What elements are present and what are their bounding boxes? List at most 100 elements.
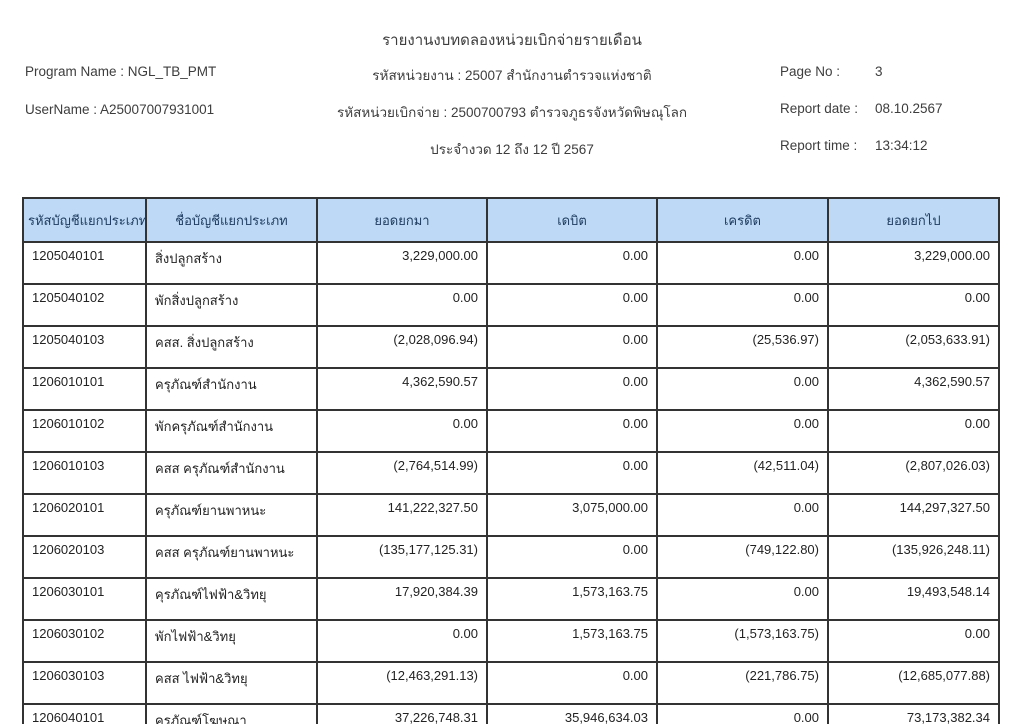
amount-cell: (135,926,248.11) (827, 535, 1000, 579)
account-code-cell: 1206030103 (22, 661, 147, 705)
report-date-value: 08.10.2567 (875, 101, 943, 116)
amount-cell: (2,053,633.91) (827, 325, 1000, 369)
amount-cell: 0.00 (656, 703, 829, 724)
amount-cell: 0.00 (486, 283, 658, 327)
account-name-cell: พักครุภัณฑ์สำนักงาน (145, 409, 318, 453)
meta-center-block: รหัสหน่วยงาน : 25007 สำนักงานตำรวจแห่งชา… (0, 64, 1024, 175)
amount-cell: (1,573,163.75) (656, 619, 829, 663)
amount-cell: 0.00 (656, 577, 829, 621)
trial-balance-table: รหัสบัญชีแยกประเภท ชื่อบัญชีแยกประเภท ยอ… (22, 197, 1000, 724)
table-row: 1205040101 สิ่งปลูกสร้าง 3,229,000.00 0.00 0… (22, 241, 1000, 285)
disbursing-unit-value: 2500700793 ตำรวจภูธรจังหวัดพิษณุโลก (450, 105, 688, 120)
table-body: 1205040101 สิ่งปลูกสร้าง 3,229,000.00 0.00 0… (22, 241, 1000, 724)
amount-cell: 37,226,748.31 (316, 703, 488, 724)
amount-cell: 0.00 (486, 367, 658, 411)
meta-left-block: Program Name : NGL_TB_PMT UserName : A25… (25, 64, 216, 140)
amount-cell: (42,511.04) (656, 451, 829, 495)
amount-cell: 0.00 (316, 619, 488, 663)
account-name-cell: พักสิ่งปลูกสร้าง (145, 283, 318, 327)
account-name-cell: ครุภัณฑ์สำนักงาน (145, 367, 318, 411)
col-header-account-name: ชื่อบัญชีแยกประเภท (145, 197, 318, 243)
amount-cell: 0.00 (656, 409, 829, 453)
table-row: 1206040101 ครุภัณฑ์โฆษณา 37,226,748.31 35,9… (22, 703, 1000, 724)
account-code-cell: 1206010103 (22, 451, 147, 495)
account-name-cell: ครุภัณฑ์ยานพาหนะ (145, 493, 318, 537)
amount-cell: 19,493,548.14 (827, 577, 1000, 621)
amount-cell: 1,573,163.75 (486, 577, 658, 621)
account-code-cell: 1205040103 (22, 325, 147, 369)
amount-cell: (12,463,291.13) (316, 661, 488, 705)
table-header: รหัสบัญชีแยกประเภท ชื่อบัญชีแยกประเภท ยอ… (22, 197, 1000, 243)
account-name-cell: คุรภัณฑ์ไฟฟ้า&วิทยุ (145, 577, 318, 621)
amount-cell: 1,573,163.75 (486, 619, 658, 663)
amount-cell: (135,177,125.31) (316, 535, 488, 579)
table-row: 1206010103 คสส ครุภัณฑ์สำนักงาน (2,764,514… (22, 451, 1000, 495)
amount-cell: 0.00 (486, 325, 658, 369)
table-row: 1205040103 คสส. สิ่งปลูกสร้าง (2,028,096.9… (22, 325, 1000, 369)
meta-right-block: Page No : 3 Report date : 08.10.2567 Repor… (780, 64, 943, 175)
amount-cell: (2,028,096.94) (316, 325, 488, 369)
table-row: 1206010101 ครุภัณฑ์สำนักงาน 4,362,590.57 0.… (22, 367, 1000, 411)
program-name-value: NGL_TB_PMT (127, 64, 217, 79)
agency-value: 25007 สำนักงานตำรวจแห่งชาติ (464, 68, 652, 83)
amount-cell: 73,173,382.34 (827, 703, 1000, 724)
account-name-cell: คสส. สิ่งปลูกสร้าง (145, 325, 318, 369)
account-name-cell: ครุภัณฑ์โฆษณา (145, 703, 318, 724)
col-header-account-code: รหัสบัญชีแยกประเภท (22, 197, 147, 243)
table-row: 1206030102 พักไฟฟ้า&วิทยุ 0.00 1,573,163.75… (22, 619, 1000, 663)
amount-cell: 0.00 (316, 409, 488, 453)
report-title: รายงานงบทดลองหน่วยเบิกจ่ายรายเดือน (382, 32, 642, 49)
amount-cell: 0.00 (486, 661, 658, 705)
trial-balance-table-wrap: รหัสบัญชีแยกประเภท ชื่อบัญชีแยกประเภท ยอ… (22, 197, 1000, 724)
table-row: 1206020103 คสส ครุภัณฑ์ยานพาหนะ (135,177,1… (22, 535, 1000, 579)
report-time-label: Report time : (780, 138, 858, 153)
table-row: 1206030103 คสส ไฟฟ้า&วิทยุ (12,463,291.13)… (22, 661, 1000, 705)
program-name-line: Program Name : NGL_TB_PMT (25, 64, 216, 102)
amount-cell: 0.00 (486, 409, 658, 453)
disbursing-unit-label: รหัสหน่วยเบิกจ่าย : (336, 105, 451, 120)
page-no-value: 3 (875, 64, 883, 79)
amount-cell: 0.00 (656, 241, 829, 285)
col-header-credit: เครดิต (656, 197, 829, 243)
account-code-cell: 1205040102 (22, 283, 147, 327)
program-name-label: Program Name : (25, 64, 128, 79)
report-time-line: Report time : 13:34:12 (780, 138, 943, 175)
amount-cell: 0.00 (656, 367, 829, 411)
agency-line: รหัสหน่วยงาน : 25007 สำนักงานตำรวจแห่งชา… (0, 64, 1024, 101)
page-no-line: Page No : 3 (780, 64, 943, 101)
account-name-cell: สิ่งปลูกสร้าง (145, 241, 318, 285)
amount-cell: (25,536.97) (656, 325, 829, 369)
report-date-line: Report date : 08.10.2567 (780, 101, 943, 138)
amount-cell: (749,122.80) (656, 535, 829, 579)
amount-cell: (12,685,077.88) (827, 661, 1000, 705)
agency-label: รหัสหน่วยงาน : (372, 68, 465, 83)
table-row: 1206030101 คุรภัณฑ์ไฟฟ้า&วิทยุ 17,920,384.… (22, 577, 1000, 621)
report-time-value: 13:34:12 (875, 138, 928, 153)
table-row: 1205040102 พักสิ่งปลูกสร้าง 0.00 0.00 0.00 0.… (22, 283, 1000, 327)
amount-cell: 0.00 (656, 283, 829, 327)
amount-cell: 4,362,590.57 (316, 367, 488, 411)
account-name-cell: พักไฟฟ้า&วิทยุ (145, 619, 318, 663)
report-date-label: Report date : (780, 101, 859, 116)
amount-cell: 0.00 (486, 535, 658, 579)
amount-cell: 3,075,000.00 (486, 493, 658, 537)
amount-cell: 3,229,000.00 (827, 241, 1000, 285)
username-line: UserName : A25007007931001 (25, 102, 216, 140)
col-header-ending-balance: ยอดยกไป (827, 197, 1000, 243)
disbursing-unit-line: รหัสหน่วยเบิกจ่าย : 2500700793 ตำรวจภูธร… (0, 101, 1024, 138)
account-code-cell: 1206020103 (22, 535, 147, 579)
amount-cell: 0.00 (316, 283, 488, 327)
amount-cell: 0.00 (486, 451, 658, 495)
table-header-row: รหัสบัญชีแยกประเภท ชื่อบัญชีแยกประเภท ยอ… (22, 197, 1000, 243)
account-name-cell: คสส ครุภัณฑ์ยานพาหนะ (145, 535, 318, 579)
account-code-cell: 1206010102 (22, 409, 147, 453)
col-header-beginning-balance: ยอดยกมา (316, 197, 488, 243)
amount-cell: 35,946,634.03 (486, 703, 658, 724)
amount-cell: 0.00 (656, 493, 829, 537)
amount-cell: 141,222,327.50 (316, 493, 488, 537)
amount-cell: 4,362,590.57 (827, 367, 1000, 411)
account-code-cell: 1206030101 (22, 577, 147, 621)
account-name-cell: คสส ครุภัณฑ์สำนักงาน (145, 451, 318, 495)
amount-cell: (2,764,514.99) (316, 451, 488, 495)
